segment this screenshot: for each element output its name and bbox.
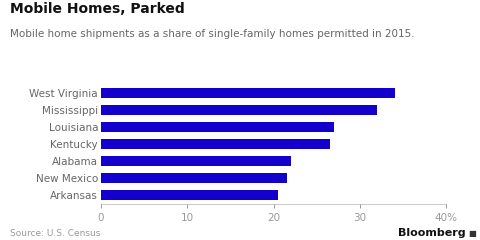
Text: ■: ■ (468, 228, 476, 238)
Bar (101, 173, 287, 183)
Bar (101, 156, 291, 166)
Bar (101, 88, 395, 98)
Bar (101, 105, 377, 115)
Text: Mobile home shipments as a share of single-family homes permitted in 2015.: Mobile home shipments as a share of sing… (10, 29, 414, 39)
Bar (101, 190, 278, 200)
Text: Source: U.S. Census: Source: U.S. Census (10, 228, 100, 238)
Bar (101, 139, 330, 149)
Text: Bloomberg: Bloomberg (398, 228, 466, 238)
Bar (101, 122, 334, 132)
Text: Mobile Homes, Parked: Mobile Homes, Parked (10, 2, 184, 16)
